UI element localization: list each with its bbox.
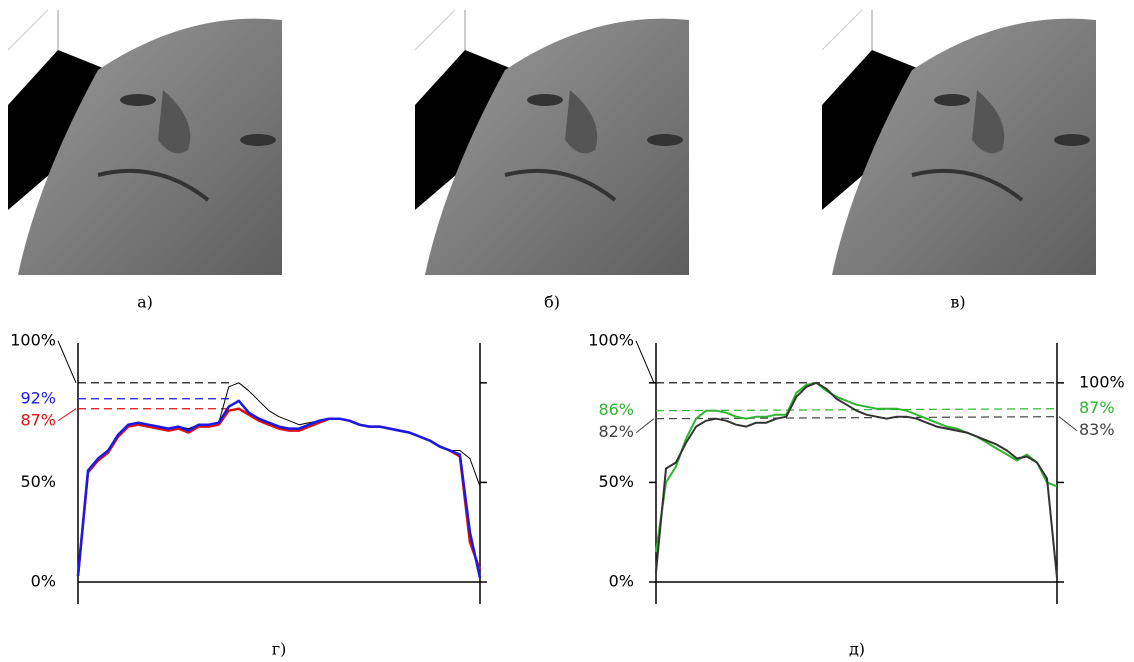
series-line	[76, 399, 482, 579]
left-label: 0%	[31, 572, 56, 591]
left-label: 92%	[20, 388, 56, 407]
left-label: 100%	[588, 330, 634, 349]
leader	[57, 408, 77, 422]
left-label: 82%	[598, 422, 634, 441]
series-line	[76, 407, 482, 577]
photo-c	[820, 8, 1098, 277]
leader	[635, 418, 655, 434]
series-line	[77, 382, 481, 577]
leader	[1058, 416, 1078, 432]
series-line	[655, 381, 1058, 553]
left-label: 0%	[609, 572, 634, 591]
left-label: 100%	[10, 330, 56, 349]
left-label: 86%	[598, 400, 634, 419]
right-label: 83%	[1079, 420, 1115, 439]
leader	[57, 340, 77, 384]
series-line	[655, 381, 1058, 579]
caption: в)	[950, 293, 965, 312]
left-label: 87%	[20, 410, 56, 429]
photo-a	[6, 8, 284, 277]
caption: а)	[137, 293, 153, 312]
right-label: 100%	[1079, 372, 1125, 391]
photo-b	[413, 8, 691, 277]
left-label: 50%	[20, 472, 56, 491]
right-label: 87%	[1079, 398, 1115, 417]
leader	[635, 340, 655, 384]
caption: д)	[849, 640, 865, 659]
caption: г)	[272, 640, 287, 659]
caption: б)	[544, 293, 560, 312]
left-label: 50%	[598, 472, 634, 491]
reference-line	[655, 416, 1058, 420]
